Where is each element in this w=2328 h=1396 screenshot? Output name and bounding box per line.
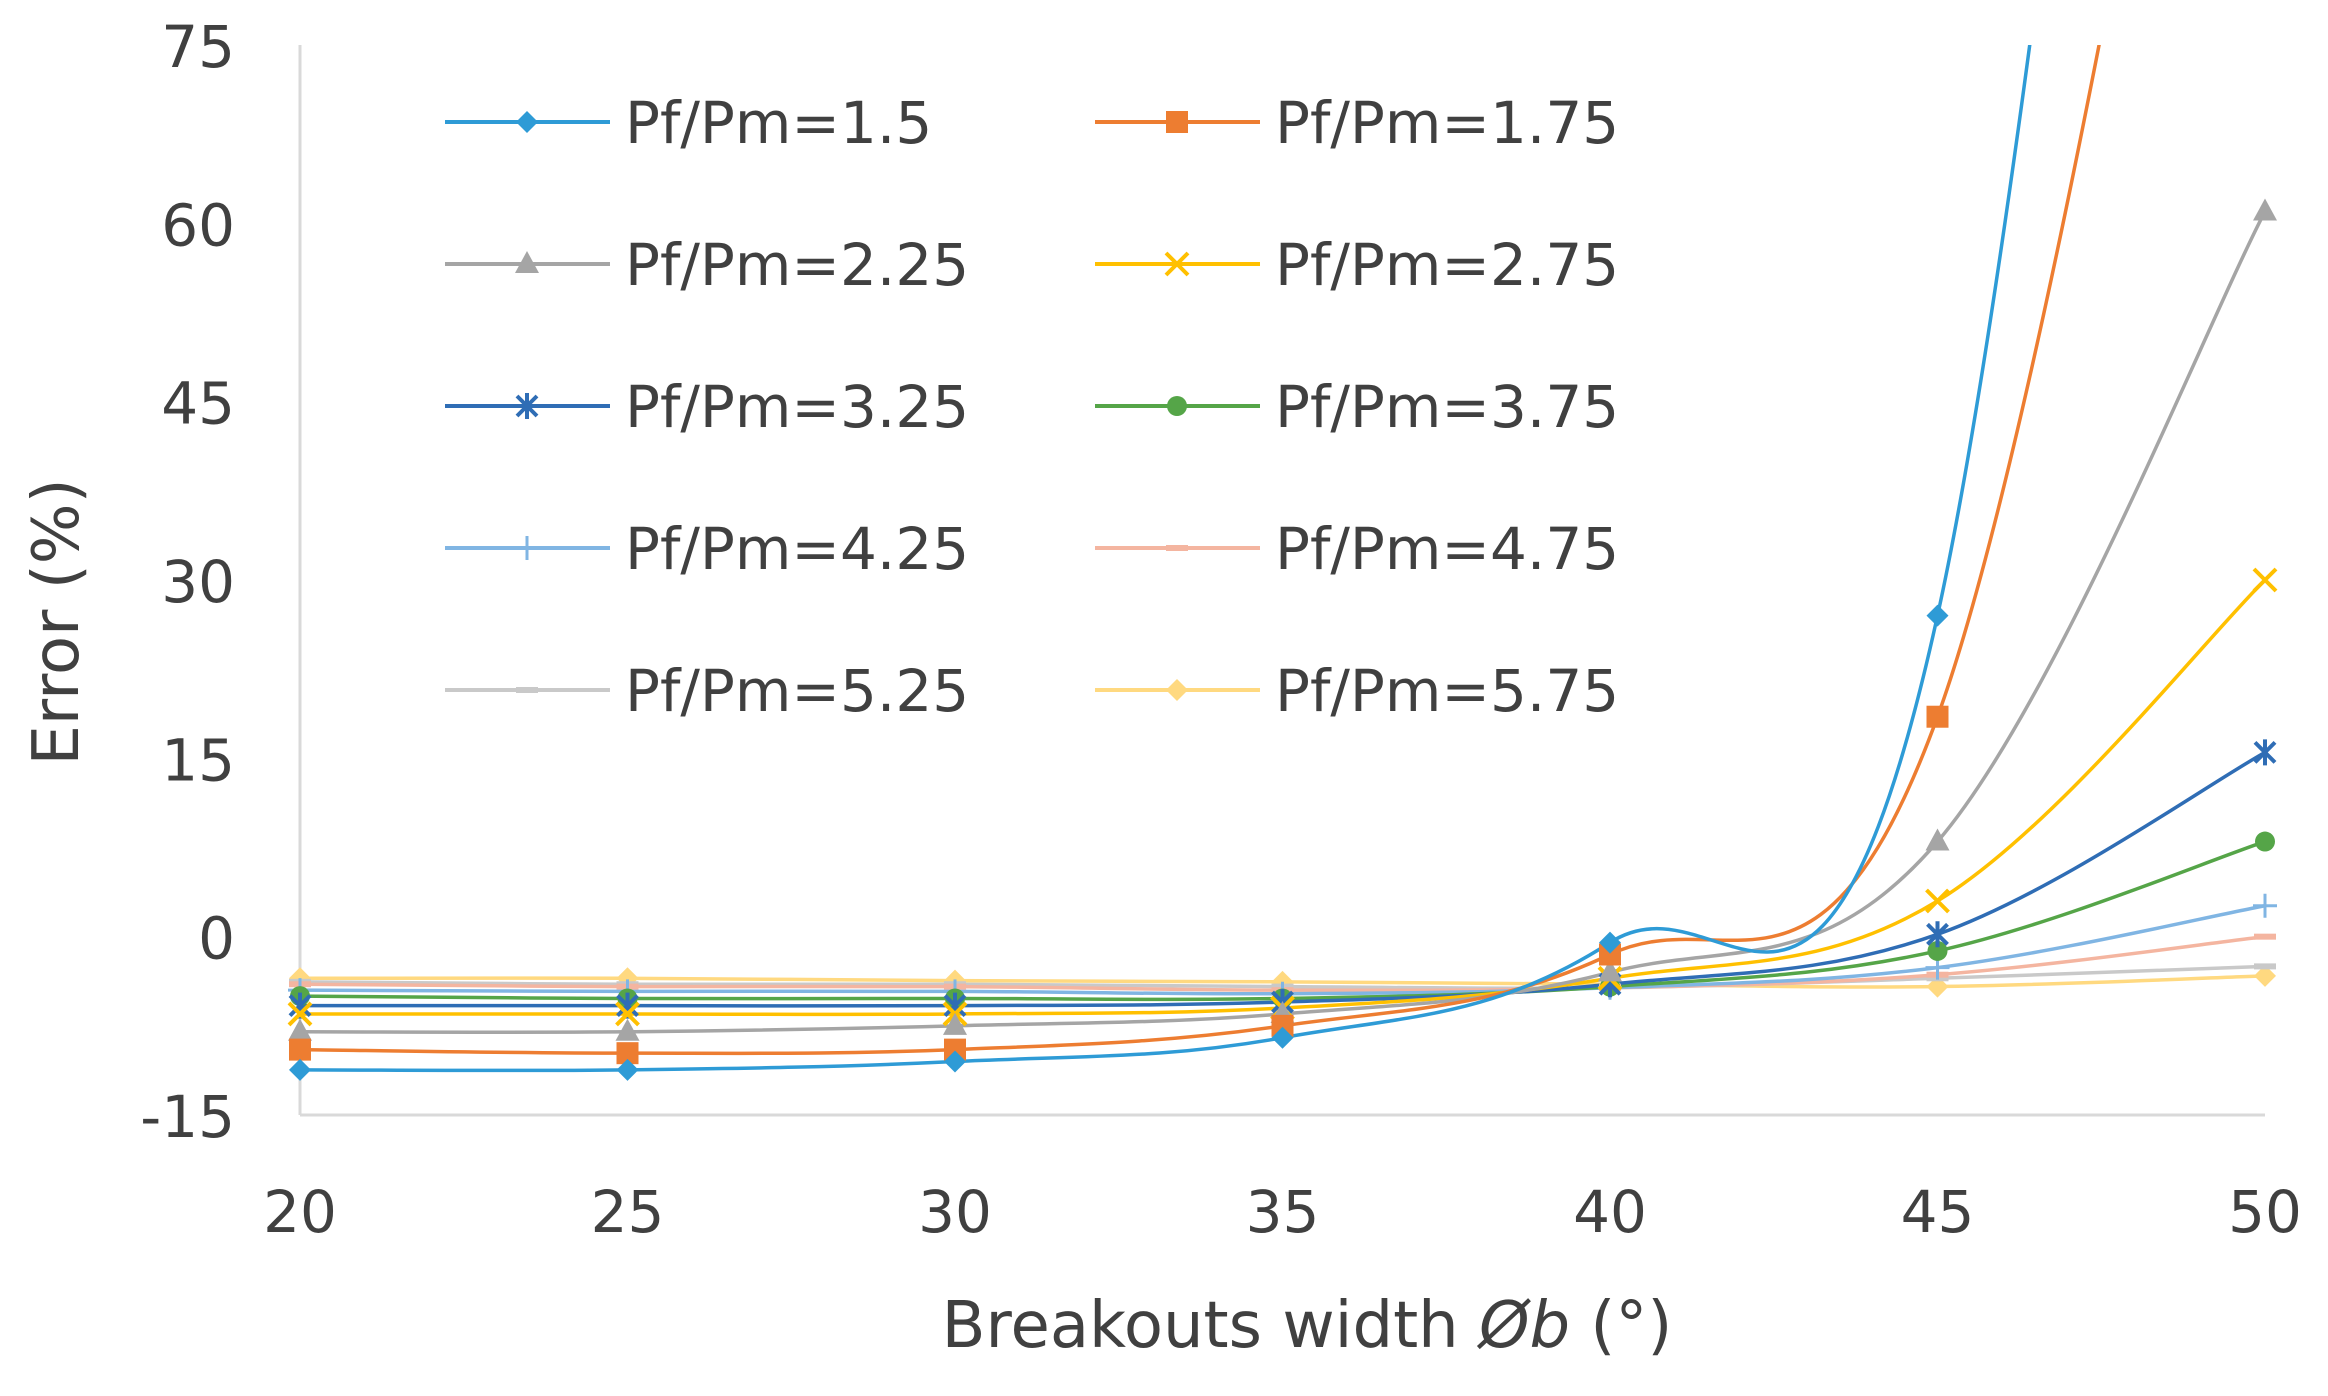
series-line (299, 45, 2032, 1073)
data-point-marker (2253, 739, 2277, 766)
data-point-marker (616, 1058, 639, 1081)
x-tick-label: 35 (1246, 1178, 1320, 1246)
data-point-marker (516, 111, 538, 133)
series-line (299, 210, 2267, 1035)
legend-item: Pf/Pm=4.25 (445, 515, 969, 583)
data-point-marker (515, 393, 539, 419)
data-point-marker (1926, 705, 1949, 728)
data-point-marker (1925, 828, 1950, 851)
legend-item: Pf/Pm=1.5 (445, 89, 932, 157)
data-point-marker (1167, 396, 1187, 416)
legend-label: Pf/Pm=2.25 (625, 231, 969, 299)
legend-item: Pf/Pm=1.75 (1095, 89, 1619, 157)
axes (298, 45, 2265, 1117)
x-axis-title-suffix: (°) (1570, 1289, 1672, 1363)
legend-label: Pf/Pm=1.75 (1275, 89, 1619, 157)
x-axis-title-prefix: Breakouts width (942, 1289, 1479, 1363)
legend-label: Pf/Pm=2.75 (1275, 231, 1619, 299)
marker-group (287, 198, 2278, 1081)
data-point-marker (1164, 251, 1190, 277)
legend-item: Pf/Pm=2.25 (445, 231, 969, 299)
legend-label: Pf/Pm=5.25 (625, 657, 969, 725)
data-point-marker (2254, 964, 2276, 987)
data-point-marker (2255, 831, 2275, 852)
legend-label: Pf/Pm=3.75 (1275, 373, 1619, 441)
data-point-marker (2253, 893, 2277, 918)
data-point-marker (2252, 567, 2278, 593)
data-point-marker (515, 251, 539, 273)
y-tick-label: 75 (161, 13, 235, 81)
data-point-marker (516, 687, 538, 693)
data-point-marker (1598, 959, 1622, 982)
x-tick-label: 40 (1573, 1178, 1647, 1246)
data-point-marker (1925, 888, 1950, 914)
x-tick-label: 25 (591, 1178, 665, 1246)
data-point-marker (615, 1001, 640, 1027)
legend: Pf/Pm=1.5 Pf/Pm=1.75 Pf/Pm=2.25 Pf/Pm=2.75 P… (445, 89, 1619, 725)
data-point-marker (616, 1042, 639, 1065)
data-point-marker (1166, 545, 1188, 551)
legend-item: Pf/Pm=5.75 (1095, 657, 1619, 725)
legend-label: Pf/Pm=4.25 (625, 515, 969, 583)
data-point-marker (1599, 943, 1621, 966)
legend-item: Pf/Pm=5.25 (445, 657, 969, 725)
data-point-marker (2254, 963, 2276, 970)
data-point-marker (289, 1038, 311, 1061)
y-tick-label: -15 (140, 1083, 235, 1151)
tick-labels: -15 0 15 30 45 60 75 20 25 30 35 40 45 50 (140, 13, 2302, 1246)
legend-label: Pf/Pm=3.25 (625, 373, 969, 441)
legend-label: Pf/Pm=4.75 (1275, 515, 1619, 583)
x-axis-title: Breakouts width Øb (°) (942, 1289, 1673, 1363)
x-tick-label: 50 (2228, 1178, 2302, 1246)
data-point-marker (288, 1018, 312, 1041)
legend-item: Pf/Pm=4.75 (1095, 515, 1619, 583)
y-tick-label: 45 (161, 370, 235, 438)
data-point-marker (289, 1058, 311, 1081)
data-point-marker (1599, 931, 1621, 954)
data-point-marker (1926, 921, 1949, 948)
data-point-marker (615, 1018, 640, 1041)
x-tick-label: 30 (918, 1178, 992, 1246)
data-point-marker (943, 1012, 967, 1035)
x-tick-label: 20 (263, 1178, 337, 1246)
data-point-marker (1271, 1014, 1294, 1037)
data-point-marker (1926, 604, 1949, 627)
x-axis-title-symbol: Øb (1476, 1289, 1570, 1363)
y-tick-label: 30 (161, 548, 235, 616)
legend-label: Pf/Pm=5.75 (1275, 657, 1619, 725)
y-tick-label: 15 (161, 726, 235, 794)
legend-label: Pf/Pm=1.5 (625, 89, 932, 157)
data-point-marker (2254, 933, 2276, 940)
y-axis-title: Error (%) (20, 478, 94, 765)
data-point-marker (1166, 111, 1188, 133)
data-point-marker (1927, 940, 1948, 961)
legend-item: Pf/Pm=3.75 (1095, 373, 1619, 441)
data-point-marker (944, 1038, 966, 1061)
legend-item: Pf/Pm=3.25 (445, 373, 969, 441)
x-tick-label: 45 (1901, 1178, 1975, 1246)
y-tick-label: 0 (198, 905, 235, 973)
legend-item: Pf/Pm=2.75 (1095, 231, 1619, 299)
data-point-marker (287, 1001, 313, 1027)
data-point-marker (1271, 1026, 1294, 1049)
data-point-marker (1166, 679, 1188, 701)
data-point-marker (944, 1050, 966, 1073)
data-point-marker (515, 536, 539, 560)
data-point-marker (2253, 198, 2277, 221)
y-tick-label: 60 (161, 191, 235, 259)
